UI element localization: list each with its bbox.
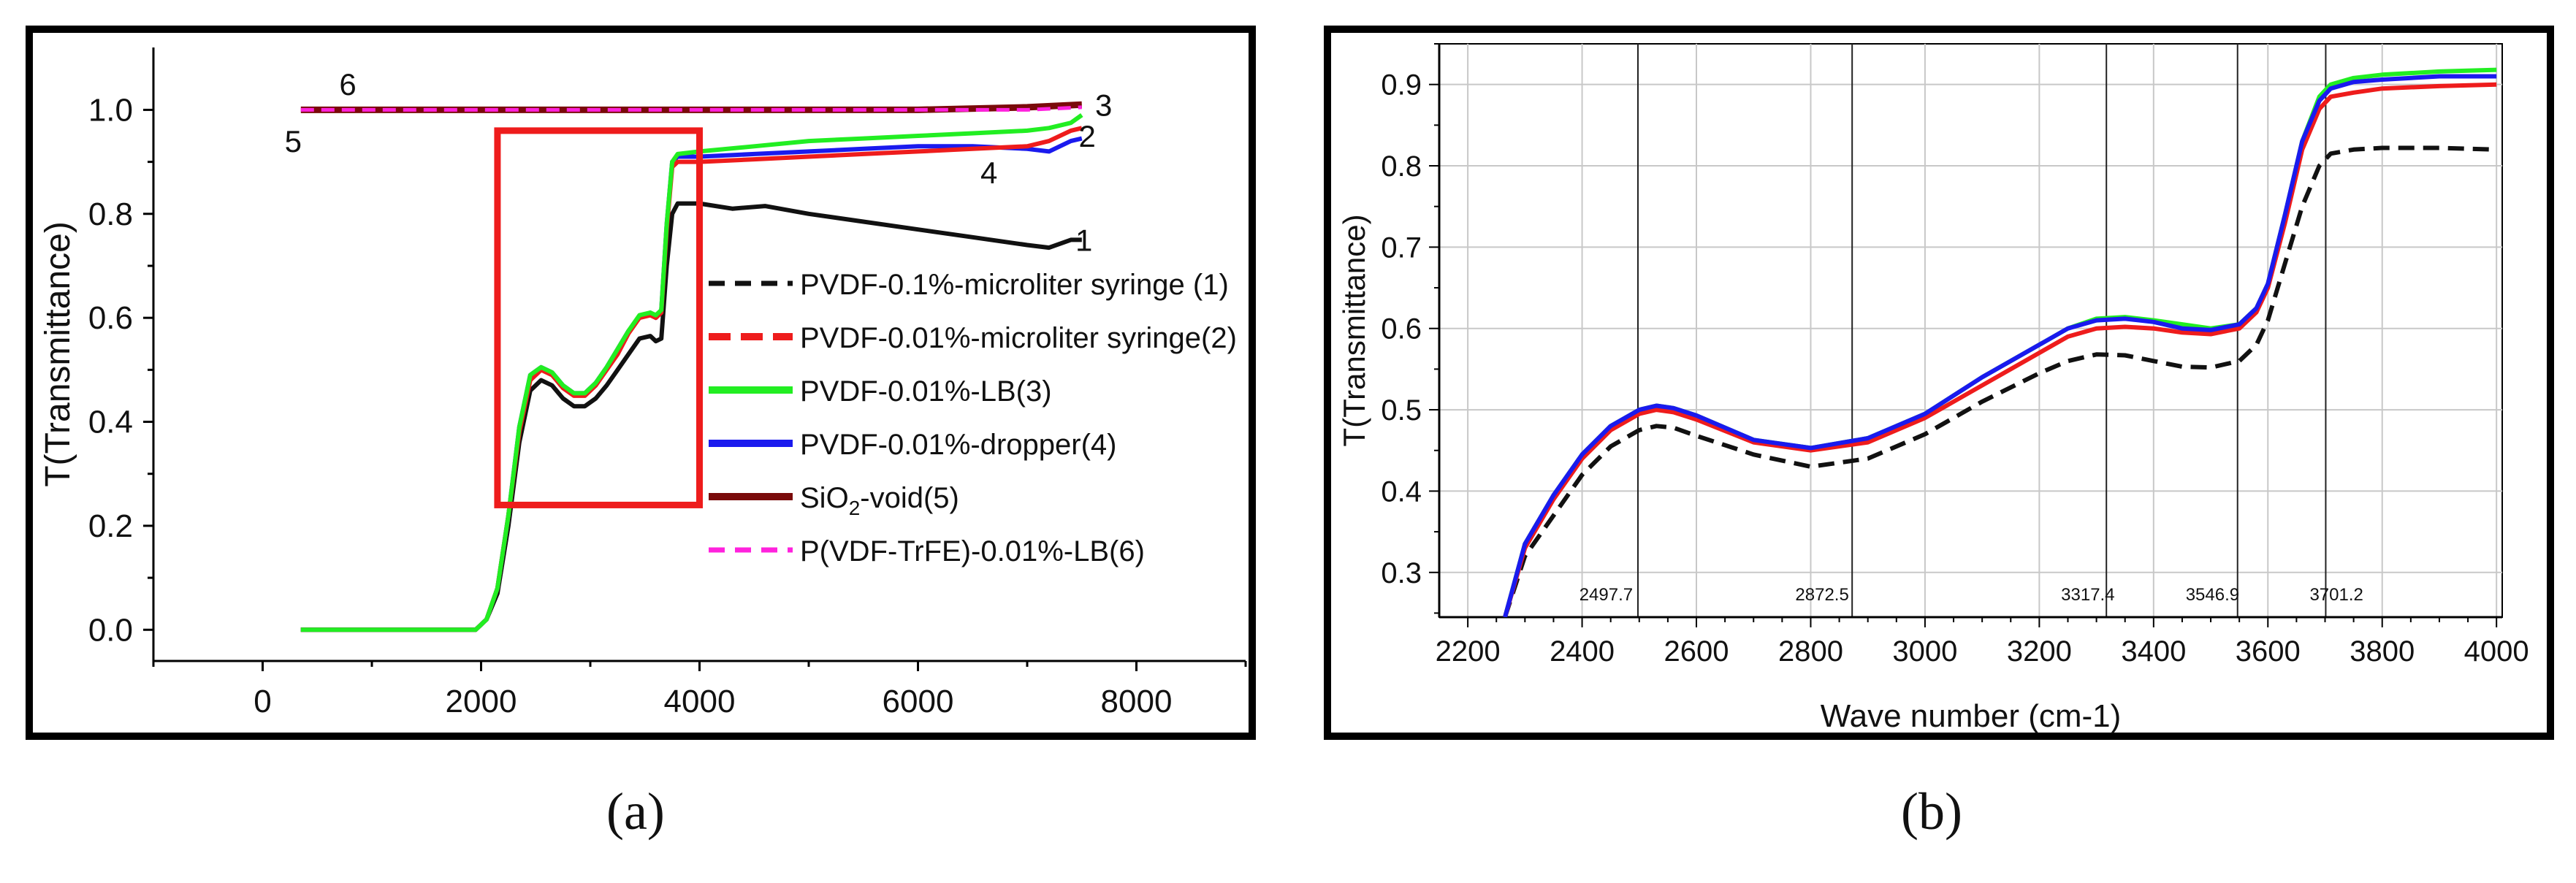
- y-tick-label: 0.9: [1381, 69, 1422, 102]
- y-axis-label: T(Transmittance): [1337, 214, 1371, 446]
- panel-a-chart: 0 2000 4000 6000 8000 0.0 0.2 0.4 0.6 0.8 1.0 T(Tra…: [39, 47, 1247, 719]
- x-tick-label: 2000: [446, 684, 517, 719]
- y-tick-label: 0.2: [88, 508, 133, 544]
- panel-a-label: (a): [606, 781, 665, 842]
- x-tick-label: 0: [254, 684, 271, 719]
- legend-label-1: PVDF-0.1%-microliter syringe (1): [800, 269, 1229, 301]
- y-tick-label: 0.6: [1381, 313, 1422, 345]
- curve-label: 3: [1095, 88, 1112, 122]
- y-tick-label: 0.6: [88, 300, 133, 336]
- x-tick-label: 2600: [1664, 635, 1729, 668]
- curve-label: 2: [1079, 119, 1096, 153]
- y-axis-label: T(Transmittance): [39, 221, 77, 487]
- curve-label: 5: [285, 124, 302, 158]
- x-tick-label: 6000: [883, 684, 954, 719]
- plot-area: [1438, 43, 2503, 618]
- marker-label: 2872.5: [1795, 585, 1848, 605]
- legend-label-6: P(VDF-TrFE)-0.01%-LB(6): [800, 535, 1145, 567]
- x-tick-label: 2200: [1436, 635, 1501, 668]
- y-tick-label: 0.8: [88, 196, 133, 232]
- y-tick-label: 1.0: [88, 92, 133, 128]
- y-tick-label: 0.8: [1381, 150, 1422, 183]
- x-tick-label: 2800: [1778, 635, 1843, 668]
- marker-label: 3546.9: [2186, 585, 2239, 605]
- series-line-pvdf-0-01-lb-3: [300, 113, 1083, 632]
- y-tick-label: 0.0: [88, 612, 133, 648]
- x-tick-label: 3200: [2007, 635, 2072, 668]
- x-tick-label: 4000: [2464, 635, 2529, 668]
- panel-a-frame: [26, 26, 1256, 740]
- curve-label: 6: [339, 67, 356, 102]
- panel-b-label-text: (b): [1901, 782, 1962, 841]
- series-line-p-vdf-trfe-0-01-lb-6: [300, 105, 1082, 112]
- legend-label-4: PVDF-0.01%-dropper(4): [800, 429, 1117, 461]
- x-tick-label: 4000: [664, 684, 736, 719]
- marker-label: 2497.7: [1579, 585, 1633, 605]
- highlight-box: [494, 127, 703, 508]
- y-tick-label: 0.4: [88, 405, 133, 440]
- y-tick-label: 0.4: [1381, 475, 1422, 508]
- legend-label-5: SiO2-void(5): [800, 482, 959, 519]
- curve-label: 4: [980, 156, 997, 190]
- x-tick-label: 3400: [2121, 635, 2186, 668]
- legend-label-2: PVDF-0.01%-microliter syringe(2): [800, 322, 1237, 354]
- marker-label: 3317.4: [2061, 585, 2114, 605]
- y-tick-label: 0.5: [1381, 394, 1422, 427]
- x-tick-label: 3800: [2350, 635, 2415, 668]
- x-tick-label: 3600: [2236, 635, 2301, 668]
- legend-label-3: PVDF-0.01%-LB(3): [800, 375, 1052, 408]
- x-tick-label: 2400: [1550, 635, 1615, 668]
- panel-b-label: (b): [1901, 781, 1962, 842]
- x-axis-label: Wave number (cm-1): [1821, 698, 2122, 734]
- y-tick-label: 0.3: [1381, 557, 1422, 589]
- x-tick-label: 8000: [1101, 684, 1173, 719]
- panel-b-chart: 2497.7 2872.5 3317.4 3546.9 3701.2 2200 2400 26…: [1337, 43, 2529, 734]
- series-line-pvdf-0-01-microliter-syringe-2: [1503, 82, 2497, 617]
- marker-label: 3701.2: [2309, 585, 2363, 605]
- series-line-pvdf-0-01-dropper-4: [1503, 74, 2497, 617]
- curve-label: 1: [1075, 223, 1092, 257]
- y-tick-label: 0.7: [1381, 232, 1422, 264]
- series-line-pvdf-0-1-microliter-syringe-1: [1503, 145, 2497, 617]
- panel-a-label-text: (a): [606, 782, 665, 841]
- x-tick-label: 3000: [1892, 635, 1957, 668]
